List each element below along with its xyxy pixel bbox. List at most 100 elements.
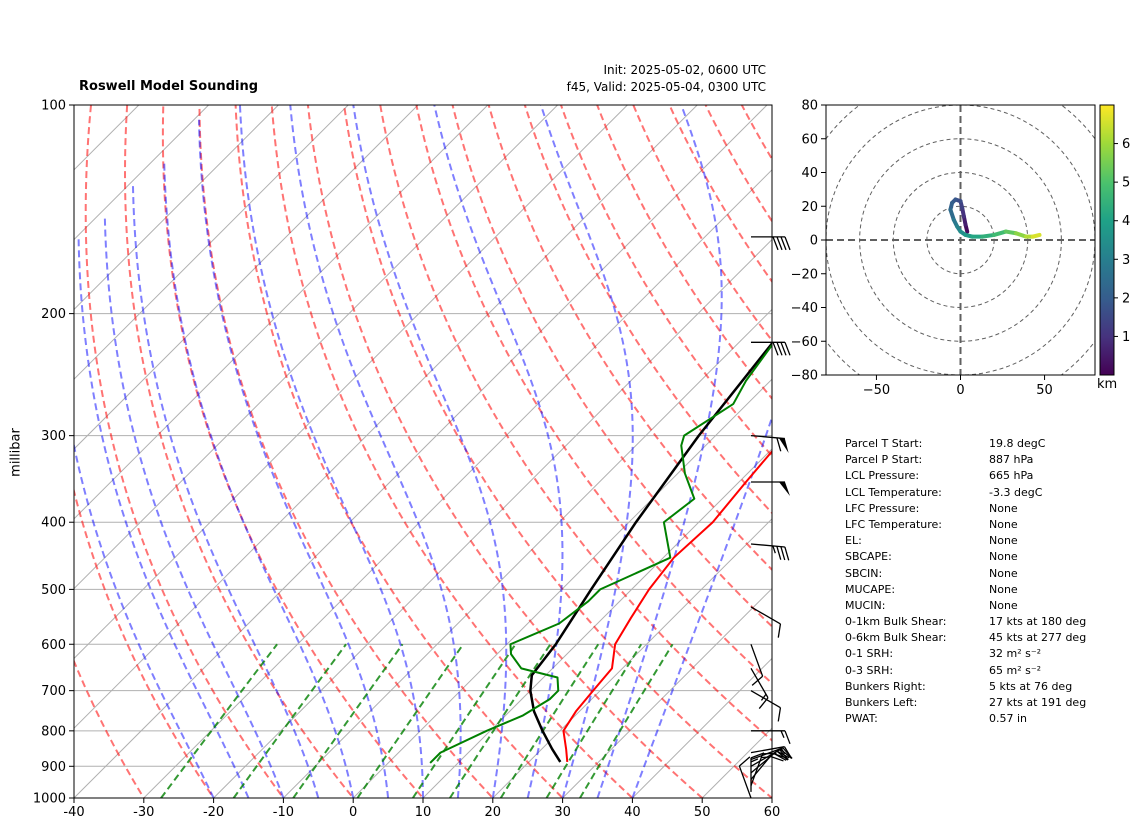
mixing-ratio-line — [412, 643, 517, 798]
colorbar-tick-label: 2 — [1122, 291, 1130, 306]
isotherm-line — [143, 169, 772, 798]
wind-barb-full — [773, 753, 787, 761]
x-tick-label: 40 — [624, 805, 641, 820]
dry-adiabat-line — [306, 105, 704, 798]
wind-barb-half — [780, 730, 785, 739]
wind-barb-full — [750, 752, 765, 759]
wind-barb-flag — [779, 482, 790, 496]
isotherm-line — [213, 238, 772, 798]
x-tick-label: -20 — [203, 805, 224, 820]
stat-label: 0-1km Bulk Shear: — [845, 615, 947, 629]
isobar-grid — [74, 105, 772, 798]
hodo-y-tick-label: 60 — [801, 132, 818, 147]
hodo-y-tick-label: 80 — [801, 99, 818, 114]
y-axis-label: millibar — [8, 428, 24, 477]
isotherm-line — [422, 448, 772, 798]
wind-barb-staff — [750, 606, 781, 625]
stat-value: None — [989, 550, 1018, 564]
isotherm-line — [771, 797, 772, 798]
moist-adiabat-line — [238, 105, 424, 798]
wind-barb-full — [751, 675, 764, 686]
moist-adiabat-line — [74, 441, 215, 798]
wind-barb-full — [784, 236, 791, 251]
dry-adiabat-line — [74, 658, 145, 798]
wind-barb-full — [758, 697, 769, 709]
colorbar-tick-label: 5 — [1122, 176, 1130, 191]
colorbar-tick-label: 1 — [1122, 330, 1130, 345]
colorbar-label: km — [1097, 377, 1117, 392]
hodo-y-tick-label: 0 — [810, 234, 818, 249]
stat-value: 887 hPa — [989, 453, 1034, 467]
y-tick-label: 700 — [41, 684, 66, 699]
stat-value: 5 kts at 76 deg — [989, 679, 1073, 693]
hodo-y-tick-label: −40 — [791, 301, 818, 316]
stat-label: SBCAPE: — [845, 550, 892, 564]
dry-adiabat-line — [668, 105, 772, 284]
dry-adiabat-line — [124, 105, 355, 798]
wind-barb-full — [780, 236, 787, 251]
stat-value: 0.57 in — [989, 712, 1028, 726]
wind-barb-full — [778, 748, 789, 761]
colorbar-ticks: 1 2 3 4 5 6 — [1114, 137, 1130, 345]
stat-value: 665 hPa — [989, 469, 1034, 483]
hodo-y-tick-label: −60 — [791, 335, 818, 350]
wind-barb-staff — [750, 644, 764, 677]
y-tick-label: 200 — [41, 307, 66, 322]
wind-barb — [750, 746, 793, 759]
x-tick-label: 20 — [485, 805, 502, 820]
x-tick-label: 10 — [415, 805, 432, 820]
stat-value: None — [989, 566, 1018, 580]
hodograph-segment — [1030, 232, 1042, 239]
mixing-ratio-line — [449, 643, 552, 798]
skew-t-plot: -40 -30 -20 -10 0 10 20 30 40 50 60 100 200 300 400 500… — [33, 99, 793, 821]
hodo-y-tick-label: 20 — [801, 200, 818, 215]
hodograph-trace — [948, 197, 1042, 239]
stat-label: 0-6km Bulk Shear: — [845, 631, 947, 645]
stat-label: MUCIN: — [845, 598, 886, 612]
stat-label: PWAT: — [845, 712, 878, 726]
stat-value: 27 kts at 191 deg — [989, 696, 1087, 709]
wind-barb-staff — [750, 667, 769, 699]
wind-barb-full — [776, 437, 782, 452]
skew-t-axis-ticks: -40 -30 -20 -10 0 10 20 30 40 50 60 100 200 300 400 500… — [33, 99, 780, 821]
moist-adiabat-line — [77, 236, 250, 798]
mixing-ratio-line — [160, 643, 278, 798]
wind-barb-half — [750, 758, 759, 763]
dry-adiabat-line — [487, 105, 772, 572]
hodo-x-tick-label: −50 — [863, 383, 890, 398]
x-tick-label: -10 — [273, 805, 294, 820]
stat-value: None — [989, 501, 1018, 515]
mixing-ratio-lines — [160, 643, 674, 798]
colorbar-tick-label: 3 — [1122, 253, 1130, 268]
dry-adiabat-line — [84, 105, 285, 798]
colorbar-gradient — [1099, 104, 1115, 376]
init-time: Init: 2025-05-02, 0600 UTC — [603, 63, 766, 77]
y-tick-label: 100 — [41, 99, 66, 114]
wind-barb-full — [776, 236, 783, 251]
hodo-y-tick-label: −20 — [791, 267, 818, 282]
colorbar-tick-label: 6 — [1122, 137, 1130, 152]
wind-barb — [750, 644, 764, 686]
dry-adiabat-line — [379, 105, 772, 742]
mixing-ratio-line — [292, 643, 404, 798]
y-tick-label: 1000 — [33, 792, 66, 807]
wind-barb-full — [784, 730, 791, 745]
wind-barb-full — [776, 342, 783, 356]
hodo-x-tick-label: 0 — [956, 383, 964, 398]
wind-barb — [750, 752, 765, 792]
stat-value: None — [989, 598, 1018, 612]
moist-adiabat-line — [103, 216, 285, 798]
wind-barb — [750, 606, 782, 638]
wind-barb-full — [776, 546, 782, 560]
y-tick-label: 600 — [41, 638, 66, 653]
isotherm-line — [632, 657, 772, 798]
hodo-y-tick-label: 40 — [801, 166, 818, 181]
x-tick-label: -40 — [63, 805, 84, 820]
stat-label: LCL Pressure: — [845, 469, 920, 483]
x-tick-label: 0 — [349, 805, 357, 820]
wind-barb-staff — [750, 543, 785, 548]
moist-adiabat-line — [131, 183, 320, 798]
moist-adiabats — [74, 105, 772, 798]
stat-label: LCL Temperature: — [845, 485, 942, 499]
